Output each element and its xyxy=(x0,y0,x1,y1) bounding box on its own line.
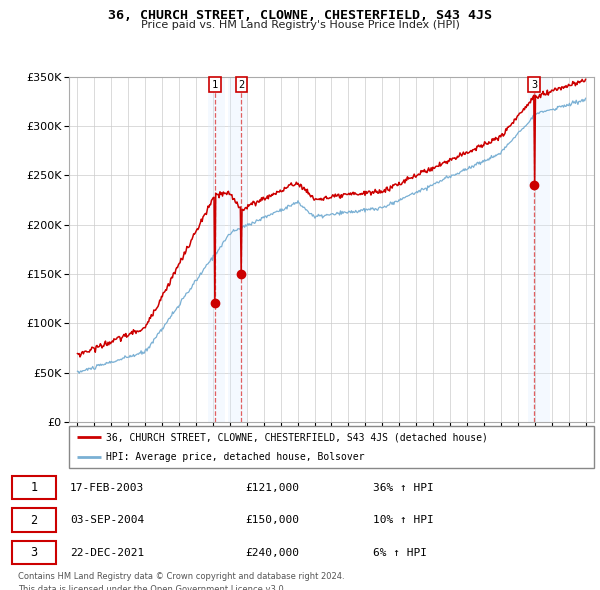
Text: 3: 3 xyxy=(531,80,538,90)
Text: 2: 2 xyxy=(238,80,244,90)
Text: £150,000: £150,000 xyxy=(245,515,299,525)
Text: This data is licensed under the Open Government Licence v3.0.: This data is licensed under the Open Gov… xyxy=(18,585,286,590)
FancyBboxPatch shape xyxy=(12,509,56,532)
Text: 36% ↑ HPI: 36% ↑ HPI xyxy=(373,483,434,493)
Text: 36, CHURCH STREET, CLOWNE, CHESTERFIELD, S43 4JS: 36, CHURCH STREET, CLOWNE, CHESTERFIELD,… xyxy=(108,9,492,22)
FancyBboxPatch shape xyxy=(69,426,594,468)
FancyBboxPatch shape xyxy=(12,476,56,499)
FancyBboxPatch shape xyxy=(12,541,56,564)
Text: 10% ↑ HPI: 10% ↑ HPI xyxy=(373,515,434,525)
Text: 22-DEC-2021: 22-DEC-2021 xyxy=(70,548,145,558)
Bar xyxy=(528,77,550,422)
Text: 1: 1 xyxy=(30,481,37,494)
Text: 36, CHURCH STREET, CLOWNE, CHESTERFIELD, S43 4JS (detached house): 36, CHURCH STREET, CLOWNE, CHESTERFIELD,… xyxy=(106,432,488,442)
Text: 17-FEB-2003: 17-FEB-2003 xyxy=(70,483,145,493)
Text: 03-SEP-2004: 03-SEP-2004 xyxy=(70,515,145,525)
Text: 6% ↑ HPI: 6% ↑ HPI xyxy=(373,548,427,558)
Text: Price paid vs. HM Land Registry's House Price Index (HPI): Price paid vs. HM Land Registry's House … xyxy=(140,20,460,30)
Text: £240,000: £240,000 xyxy=(245,548,299,558)
Bar xyxy=(228,77,247,422)
Bar xyxy=(208,77,225,422)
Text: Contains HM Land Registry data © Crown copyright and database right 2024.: Contains HM Land Registry data © Crown c… xyxy=(18,572,344,581)
Text: £121,000: £121,000 xyxy=(245,483,299,493)
Text: HPI: Average price, detached house, Bolsover: HPI: Average price, detached house, Bols… xyxy=(106,452,364,462)
Text: 2: 2 xyxy=(30,513,37,527)
Text: 1: 1 xyxy=(212,80,218,90)
Text: 3: 3 xyxy=(30,546,37,559)
